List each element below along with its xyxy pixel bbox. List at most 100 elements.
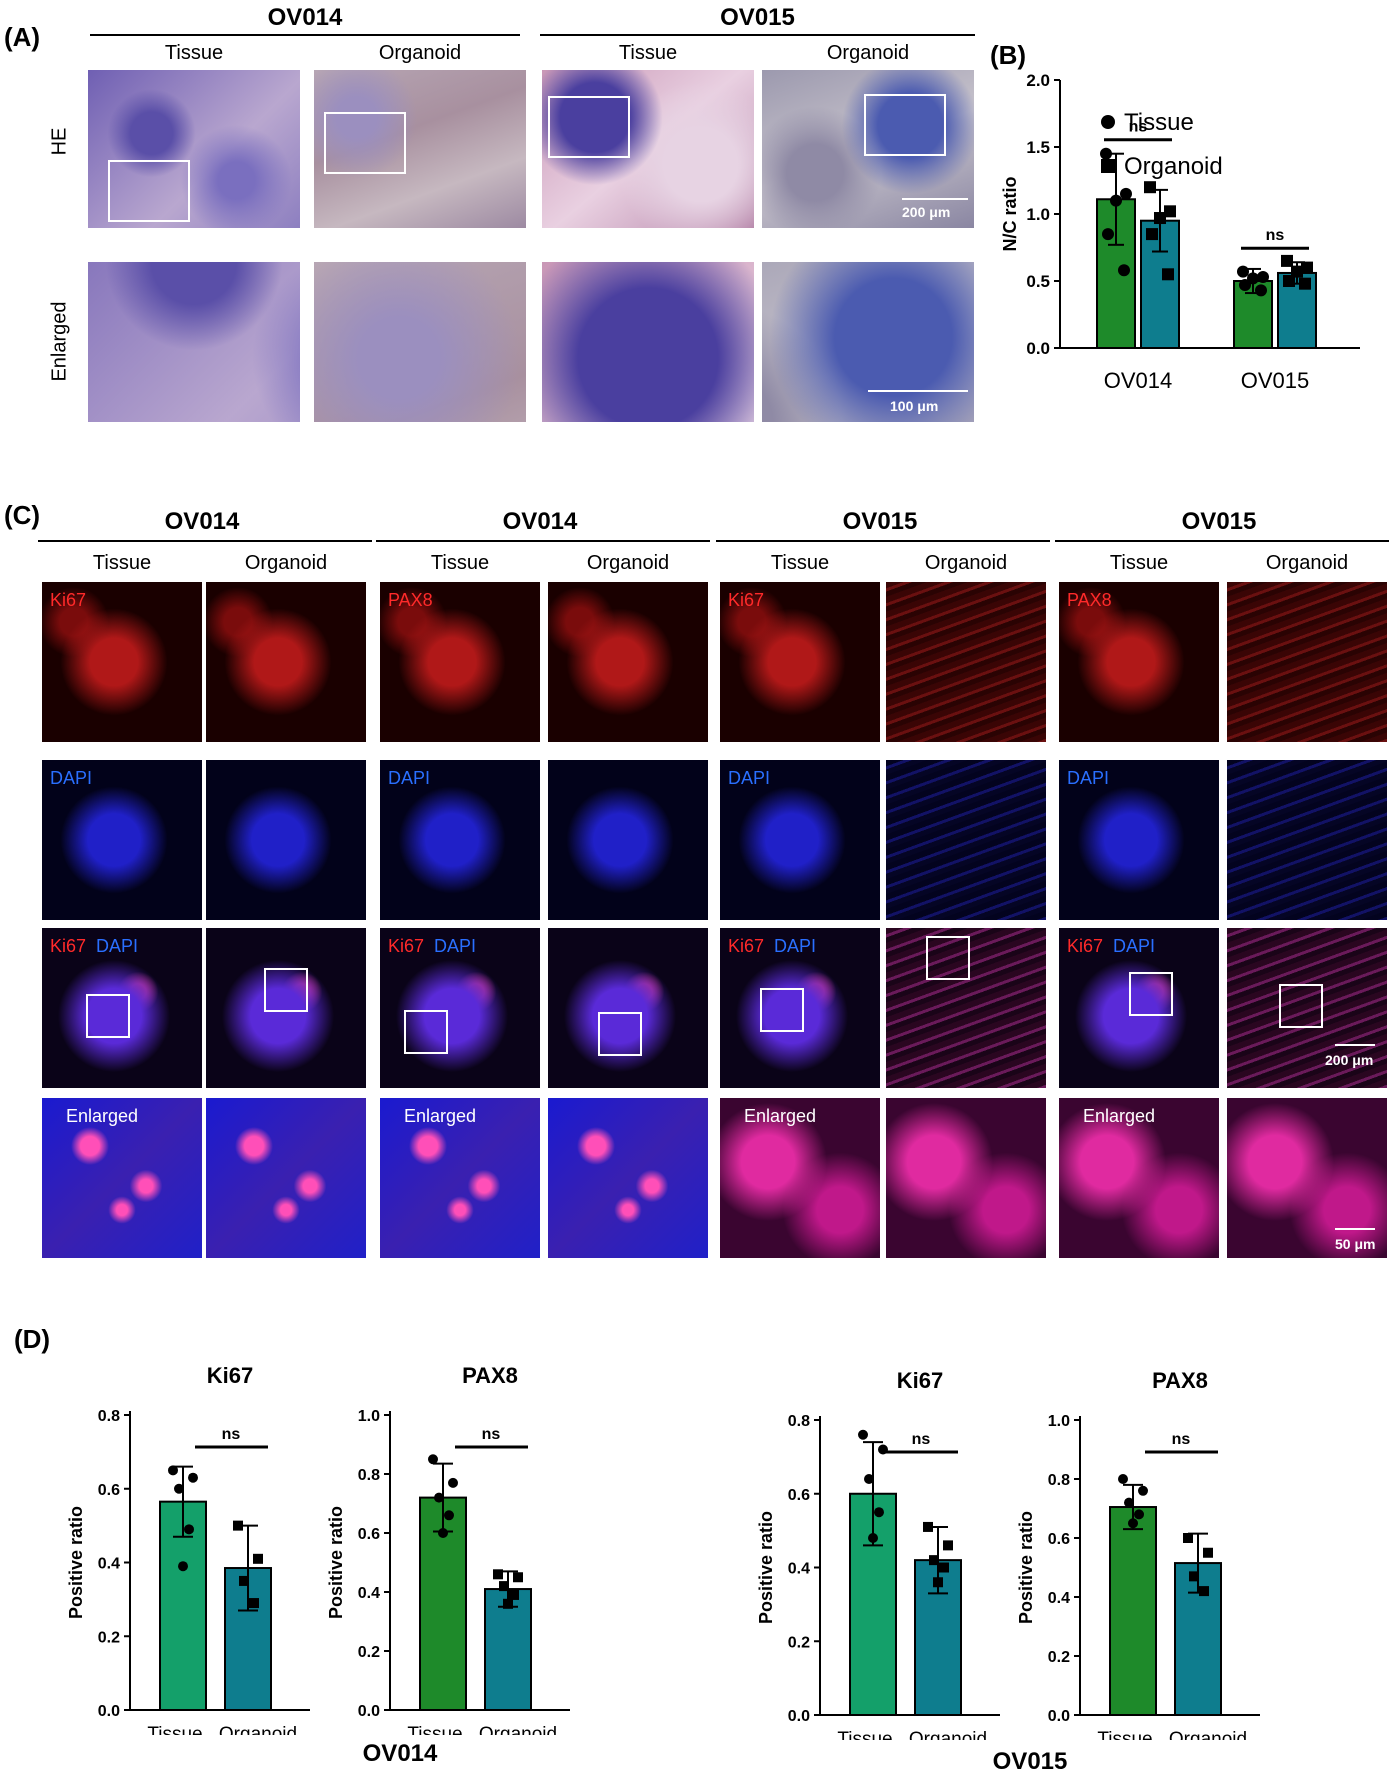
data-point xyxy=(1239,279,1251,292)
if-enlarged-image: Enlarged xyxy=(380,1098,540,1258)
y-tick-label: 0.6 xyxy=(788,1487,810,1504)
he-image-ov015-organoid: 200 μm xyxy=(762,70,974,228)
data-point xyxy=(1146,228,1158,241)
y-tick-label: 0.6 xyxy=(358,1526,380,1543)
y-tick-label: 0.6 xyxy=(98,1482,120,1499)
panel-a-col-organoid: Organoid xyxy=(826,42,910,64)
data-point xyxy=(184,1524,194,1535)
x-category-label: Tissue xyxy=(407,1724,462,1735)
panel-a-row-he: HE xyxy=(48,127,71,156)
roi-box xyxy=(760,988,804,1032)
data-point xyxy=(1164,205,1176,218)
x-category-label: Organoid xyxy=(219,1724,297,1735)
panel-c-col-label: Tissue xyxy=(770,552,830,574)
data-point xyxy=(1255,284,1267,297)
roi-box xyxy=(864,94,946,156)
chart-title: Ki67 xyxy=(897,1368,943,1393)
legend-label: Tissue xyxy=(1124,109,1194,136)
panel-c-group-title: OV014 xyxy=(164,508,240,535)
if-dapi-image: DAPI xyxy=(42,760,202,920)
data-point xyxy=(428,1454,438,1465)
data-point xyxy=(923,1521,933,1532)
significance-label: ns xyxy=(482,1426,501,1443)
y-tick-label: 0.2 xyxy=(98,1629,120,1646)
y-tick-label: 0.4 xyxy=(1048,1590,1070,1607)
if-dapi-image xyxy=(1227,760,1387,920)
if-marker-image: Ki67 xyxy=(720,582,880,742)
significance-label: ns xyxy=(1172,1431,1191,1448)
if-merge-image xyxy=(886,928,1046,1088)
y-tick-label: 0.2 xyxy=(788,1634,810,1651)
data-point xyxy=(1183,1533,1193,1543)
if-enlarged-image xyxy=(548,1098,708,1258)
data-point xyxy=(929,1555,939,1566)
if-merge-image: Ki67 DAPI xyxy=(42,928,202,1088)
dapi-label: DAPI xyxy=(388,768,431,788)
y-tick-label: 0.4 xyxy=(98,1556,120,1573)
chart-title: PAX8 xyxy=(1152,1368,1208,1393)
if-marker-image xyxy=(548,582,708,742)
if-enlarged-image: 50 μm xyxy=(1227,1098,1387,1258)
if-enlarged-image xyxy=(886,1098,1046,1258)
if-marker-image xyxy=(886,582,1046,742)
data-point xyxy=(1102,228,1114,241)
data-point xyxy=(1301,261,1313,274)
data-point xyxy=(178,1561,188,1572)
scale-bar xyxy=(1335,1228,1375,1230)
legend-marker xyxy=(1101,159,1115,173)
data-point xyxy=(1203,1547,1213,1558)
roi-box xyxy=(404,1010,448,1054)
enlarged-he-ov014-tissue xyxy=(88,262,300,422)
panel-c-col-label: Organoid xyxy=(244,552,328,574)
if-dapi-image xyxy=(206,760,366,920)
y-tick-label: 0.0 xyxy=(1048,1708,1070,1725)
pax8-ov015-chart: PAX8 0.0 0.2 0.4 0.6 0.8 1.0 Positive ratio Tiss… xyxy=(1016,1368,1260,1740)
if-enlarged-image: Enlarged xyxy=(720,1098,880,1258)
scale-label-100um: 100 μm xyxy=(890,398,939,414)
data-point xyxy=(1281,254,1293,267)
data-point xyxy=(1128,1518,1138,1529)
panel-d-group-ov015: OV015 xyxy=(992,1748,1068,1775)
panel-c-label: (C) xyxy=(4,500,41,530)
data-point xyxy=(858,1429,868,1440)
if-merge-image: 200 μm xyxy=(1227,928,1387,1088)
merge-ki67-label: Ki67 xyxy=(1067,936,1104,956)
panel-a-group-underline xyxy=(90,34,520,36)
y-tick-label: 0.8 xyxy=(98,1408,120,1425)
y-tick-label: 0.0 xyxy=(98,1703,120,1720)
nc-ratio-chart: 0.00.51.01.52.0N/C ratioOV014nsOV015nsTi… xyxy=(1000,71,1360,393)
data-point xyxy=(1138,1485,1148,1496)
y-tick-label: 0.8 xyxy=(1048,1472,1070,1489)
data-point xyxy=(239,1575,249,1586)
data-point xyxy=(1118,1474,1128,1484)
bar xyxy=(484,1588,532,1711)
if-merge-image xyxy=(548,928,708,1088)
y-tick-label: 0.0 xyxy=(358,1703,380,1720)
if-merge-image xyxy=(206,928,366,1088)
scale-bar xyxy=(868,390,968,392)
panel-a-group-underline xyxy=(540,34,975,36)
roi-box xyxy=(86,994,130,1038)
if-merge-image: Ki67 DAPI xyxy=(1059,928,1219,1088)
data-point xyxy=(1144,181,1156,194)
if-marker-image xyxy=(1227,582,1387,742)
enlarged-label: Enlarged xyxy=(404,1106,477,1126)
data-point xyxy=(1110,194,1122,207)
data-point xyxy=(874,1507,884,1518)
data-point xyxy=(448,1477,458,1488)
he-image-ov015-tissue xyxy=(542,70,754,228)
data-point xyxy=(233,1520,243,1531)
merge-ki67-label: Ki67 xyxy=(50,936,87,956)
data-point xyxy=(1118,264,1130,277)
panel-a-group-ov014: OV014 xyxy=(267,4,343,31)
data-point xyxy=(1124,1497,1134,1508)
significance-label: ns xyxy=(1266,227,1285,244)
x-category-label: Organoid xyxy=(909,1729,987,1740)
panel-a-label: (A) xyxy=(4,22,41,52)
ki67-ov014-chart: Ki67 0.0 0.2 0.4 0.6 0.8 Positive ratio Tissue O… xyxy=(66,1363,310,1735)
panel-a-group-ov015: OV015 xyxy=(720,4,795,31)
roi-box xyxy=(548,96,630,158)
panel-c-group-underline xyxy=(38,540,372,542)
data-point xyxy=(434,1492,444,1503)
marker-label: Ki67 xyxy=(728,590,765,610)
